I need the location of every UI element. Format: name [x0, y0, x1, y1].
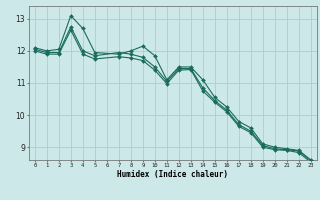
X-axis label: Humidex (Indice chaleur): Humidex (Indice chaleur) [117, 170, 228, 179]
